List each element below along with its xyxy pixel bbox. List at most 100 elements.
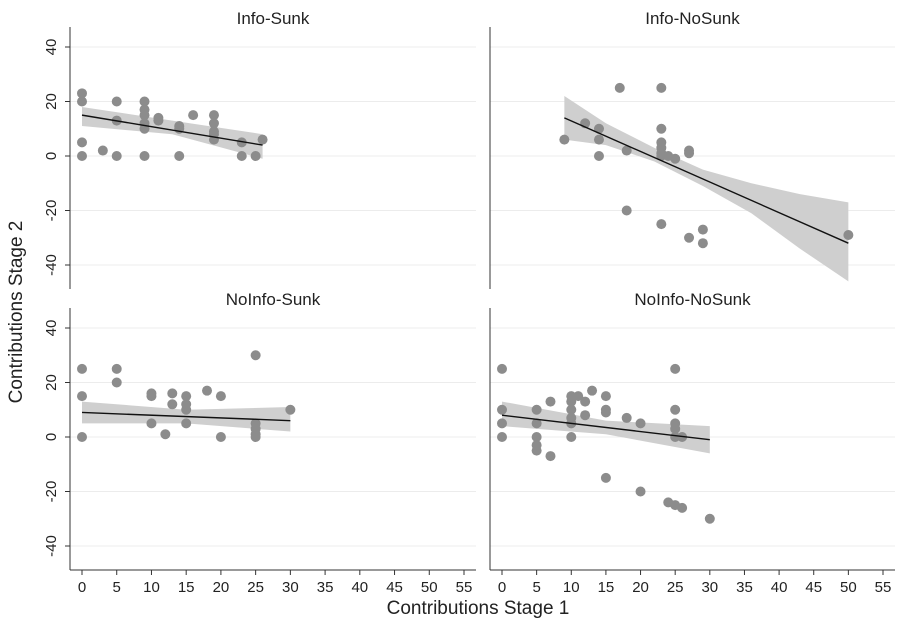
data-point [684, 232, 695, 243]
data-point [559, 134, 570, 145]
data-point [580, 410, 591, 421]
x-tick-label: 15 [598, 579, 615, 596]
y-axis-title: Contributions Stage 2 [6, 221, 27, 404]
data-point [531, 432, 542, 442]
data-point [704, 513, 715, 524]
x-tick-label: 35 [736, 579, 753, 596]
y-tick-label: 40 [43, 320, 60, 337]
x-tick-label: 30 [701, 579, 718, 596]
data-point [670, 423, 681, 434]
x-tick-label: 10 [563, 579, 580, 596]
x-tick-label: 25 [667, 579, 684, 596]
data-point [77, 432, 87, 442]
y-tick-label: -40 [43, 535, 60, 557]
data-point [593, 123, 604, 134]
panel-title: NoInfo-Sunk [226, 290, 321, 309]
panel-title: NoInfo-NoSunk [634, 290, 751, 309]
data-point [111, 151, 122, 161]
data-point [670, 363, 681, 374]
data-point [566, 432, 577, 442]
data-point [566, 404, 577, 415]
fit-line [501, 414, 710, 441]
x-tick-label: 25 [247, 579, 264, 596]
data-point [77, 96, 87, 107]
data-point [697, 224, 708, 235]
x-tick-label: 45 [386, 579, 403, 596]
data-point [188, 110, 199, 121]
x-tick-label: 50 [840, 579, 857, 596]
y-tick-label: -20 [43, 200, 60, 222]
x-tick-label: 40 [771, 579, 788, 596]
data-point [497, 363, 507, 374]
data-point [656, 123, 667, 134]
x-tick-label: 40 [351, 579, 368, 596]
x-tick-label: 15 [178, 579, 195, 596]
y-tick-label: -20 [43, 481, 60, 503]
panel-info-sunk: Info-Sunk 40 20 0 -20 -40 [43, 9, 476, 289]
data-point [77, 391, 87, 402]
data-point [139, 110, 150, 121]
data-point [656, 82, 667, 93]
y-tick-label: 40 [43, 39, 60, 56]
data-point [236, 137, 247, 148]
fit-line [81, 114, 263, 146]
panel-title: Info-NoSunk [645, 9, 740, 28]
fit-line [564, 117, 849, 244]
x-tick-label: 10 [143, 579, 160, 596]
data-point [621, 412, 632, 423]
data-point [77, 137, 87, 148]
data-point [146, 418, 157, 429]
data-point [77, 151, 87, 161]
panel-info-nosunk: Info-NoSunk [489, 9, 895, 289]
data-point [215, 391, 226, 402]
y-tick-label: 20 [43, 93, 60, 110]
x-tick-label: 20 [213, 579, 230, 596]
x-tick-label: 5 [532, 579, 540, 596]
data-point [181, 404, 192, 415]
data-point [181, 391, 192, 402]
x-tick-label: 50 [421, 579, 438, 596]
data-point [111, 377, 122, 388]
data-point [167, 399, 178, 410]
x-tick-label: 20 [632, 579, 649, 596]
data-point [573, 391, 584, 402]
y-tick-label: 0 [43, 433, 60, 441]
x-tick-label: 35 [317, 579, 334, 596]
confidence-band [564, 96, 849, 282]
data-point [621, 145, 632, 156]
data-point [635, 486, 646, 497]
data-point [111, 363, 122, 374]
data-point [257, 134, 268, 145]
data-point [531, 418, 542, 429]
x-tick-label: 0 [78, 579, 86, 596]
data-point [497, 418, 507, 429]
data-point [593, 151, 604, 161]
data-point [497, 432, 507, 442]
data-point [497, 404, 507, 415]
x-tick-label: 45 [805, 579, 822, 596]
x-tick-label: 30 [282, 579, 299, 596]
data-point [670, 432, 681, 442]
fit-line [81, 411, 291, 422]
data-point [684, 148, 695, 159]
data-point [614, 82, 625, 93]
x-tick-label: 0 [498, 579, 506, 596]
x-tick-label: 5 [113, 579, 121, 596]
data-point [250, 350, 261, 361]
data-point [677, 502, 688, 513]
data-point [285, 404, 296, 415]
panel-title: Info-Sunk [237, 9, 310, 28]
data-point [587, 385, 598, 396]
data-point [656, 151, 667, 161]
data-point [600, 472, 611, 483]
data-point [250, 151, 261, 161]
data-point [181, 418, 192, 429]
data-point [97, 145, 108, 156]
data-point [208, 110, 219, 121]
x-axis-title: Contributions Stage 1 [387, 598, 570, 619]
data-point [656, 219, 667, 230]
data-point [670, 153, 681, 164]
data-point [670, 404, 681, 415]
data-point [545, 396, 556, 407]
